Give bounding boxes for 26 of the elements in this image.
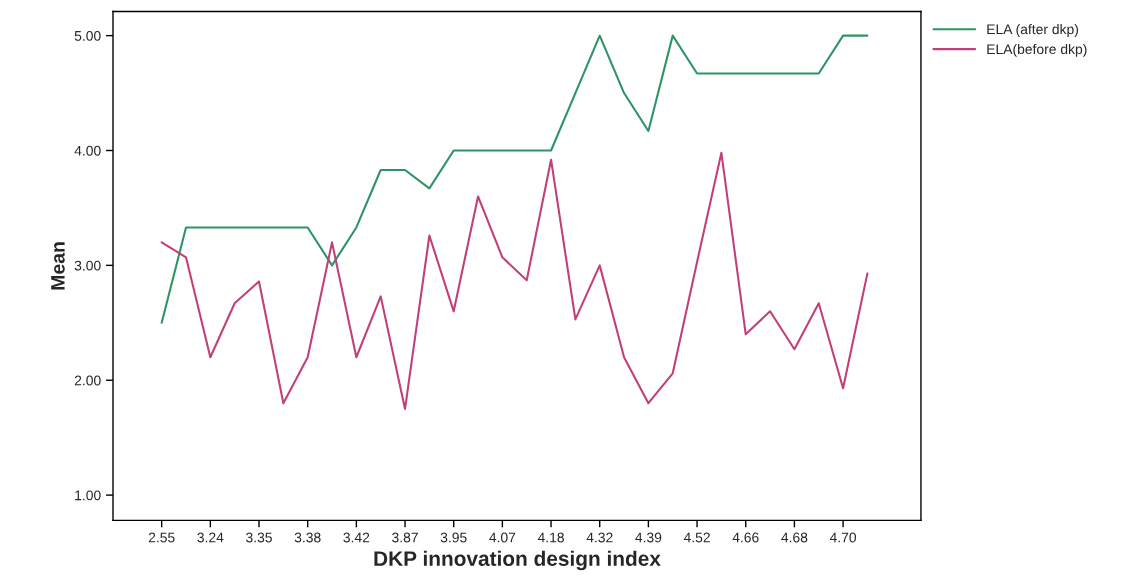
- x-tick-label: 3.87: [392, 532, 418, 543]
- x-tick-label: 4.52: [683, 532, 710, 543]
- x-tick-label: 3.95: [440, 532, 467, 543]
- x-tick-label: 4.07: [489, 532, 516, 543]
- line-series: [160, 151, 869, 410]
- x-tick-label: 3.35: [246, 532, 272, 543]
- y-tick-label: 5.00: [74, 30, 101, 41]
- y-tick-label: 2.00: [74, 375, 101, 386]
- y-tick-label: 3.00: [74, 260, 101, 271]
- line-series: [160, 34, 869, 324]
- x-tick-label: 4.66: [732, 532, 759, 543]
- x-tick-label: 4.32: [586, 532, 613, 543]
- x-tick-label: 3.24: [197, 532, 224, 543]
- x-tick-label: 4.70: [829, 532, 857, 543]
- y-axis-title: Mean: [51, 242, 65, 290]
- x-tick-label: 3.42: [343, 532, 370, 543]
- x-tick-label: 4.68: [781, 532, 808, 543]
- x-tick-label: 4.39: [635, 532, 662, 543]
- legend-label: ELA(before dkp): [987, 43, 1087, 57]
- x-axis-title: DKP innovation design index: [374, 550, 661, 571]
- legend-label: ELA (after dkp): [987, 24, 1079, 37]
- y-tick-label: 1.00: [75, 490, 101, 501]
- x-tick-label: 4.18: [537, 532, 564, 543]
- y-tick-label: 4.00: [74, 145, 101, 156]
- x-tick-label: 3.38: [294, 532, 321, 543]
- x-tick-label: 2.55: [148, 532, 175, 543]
